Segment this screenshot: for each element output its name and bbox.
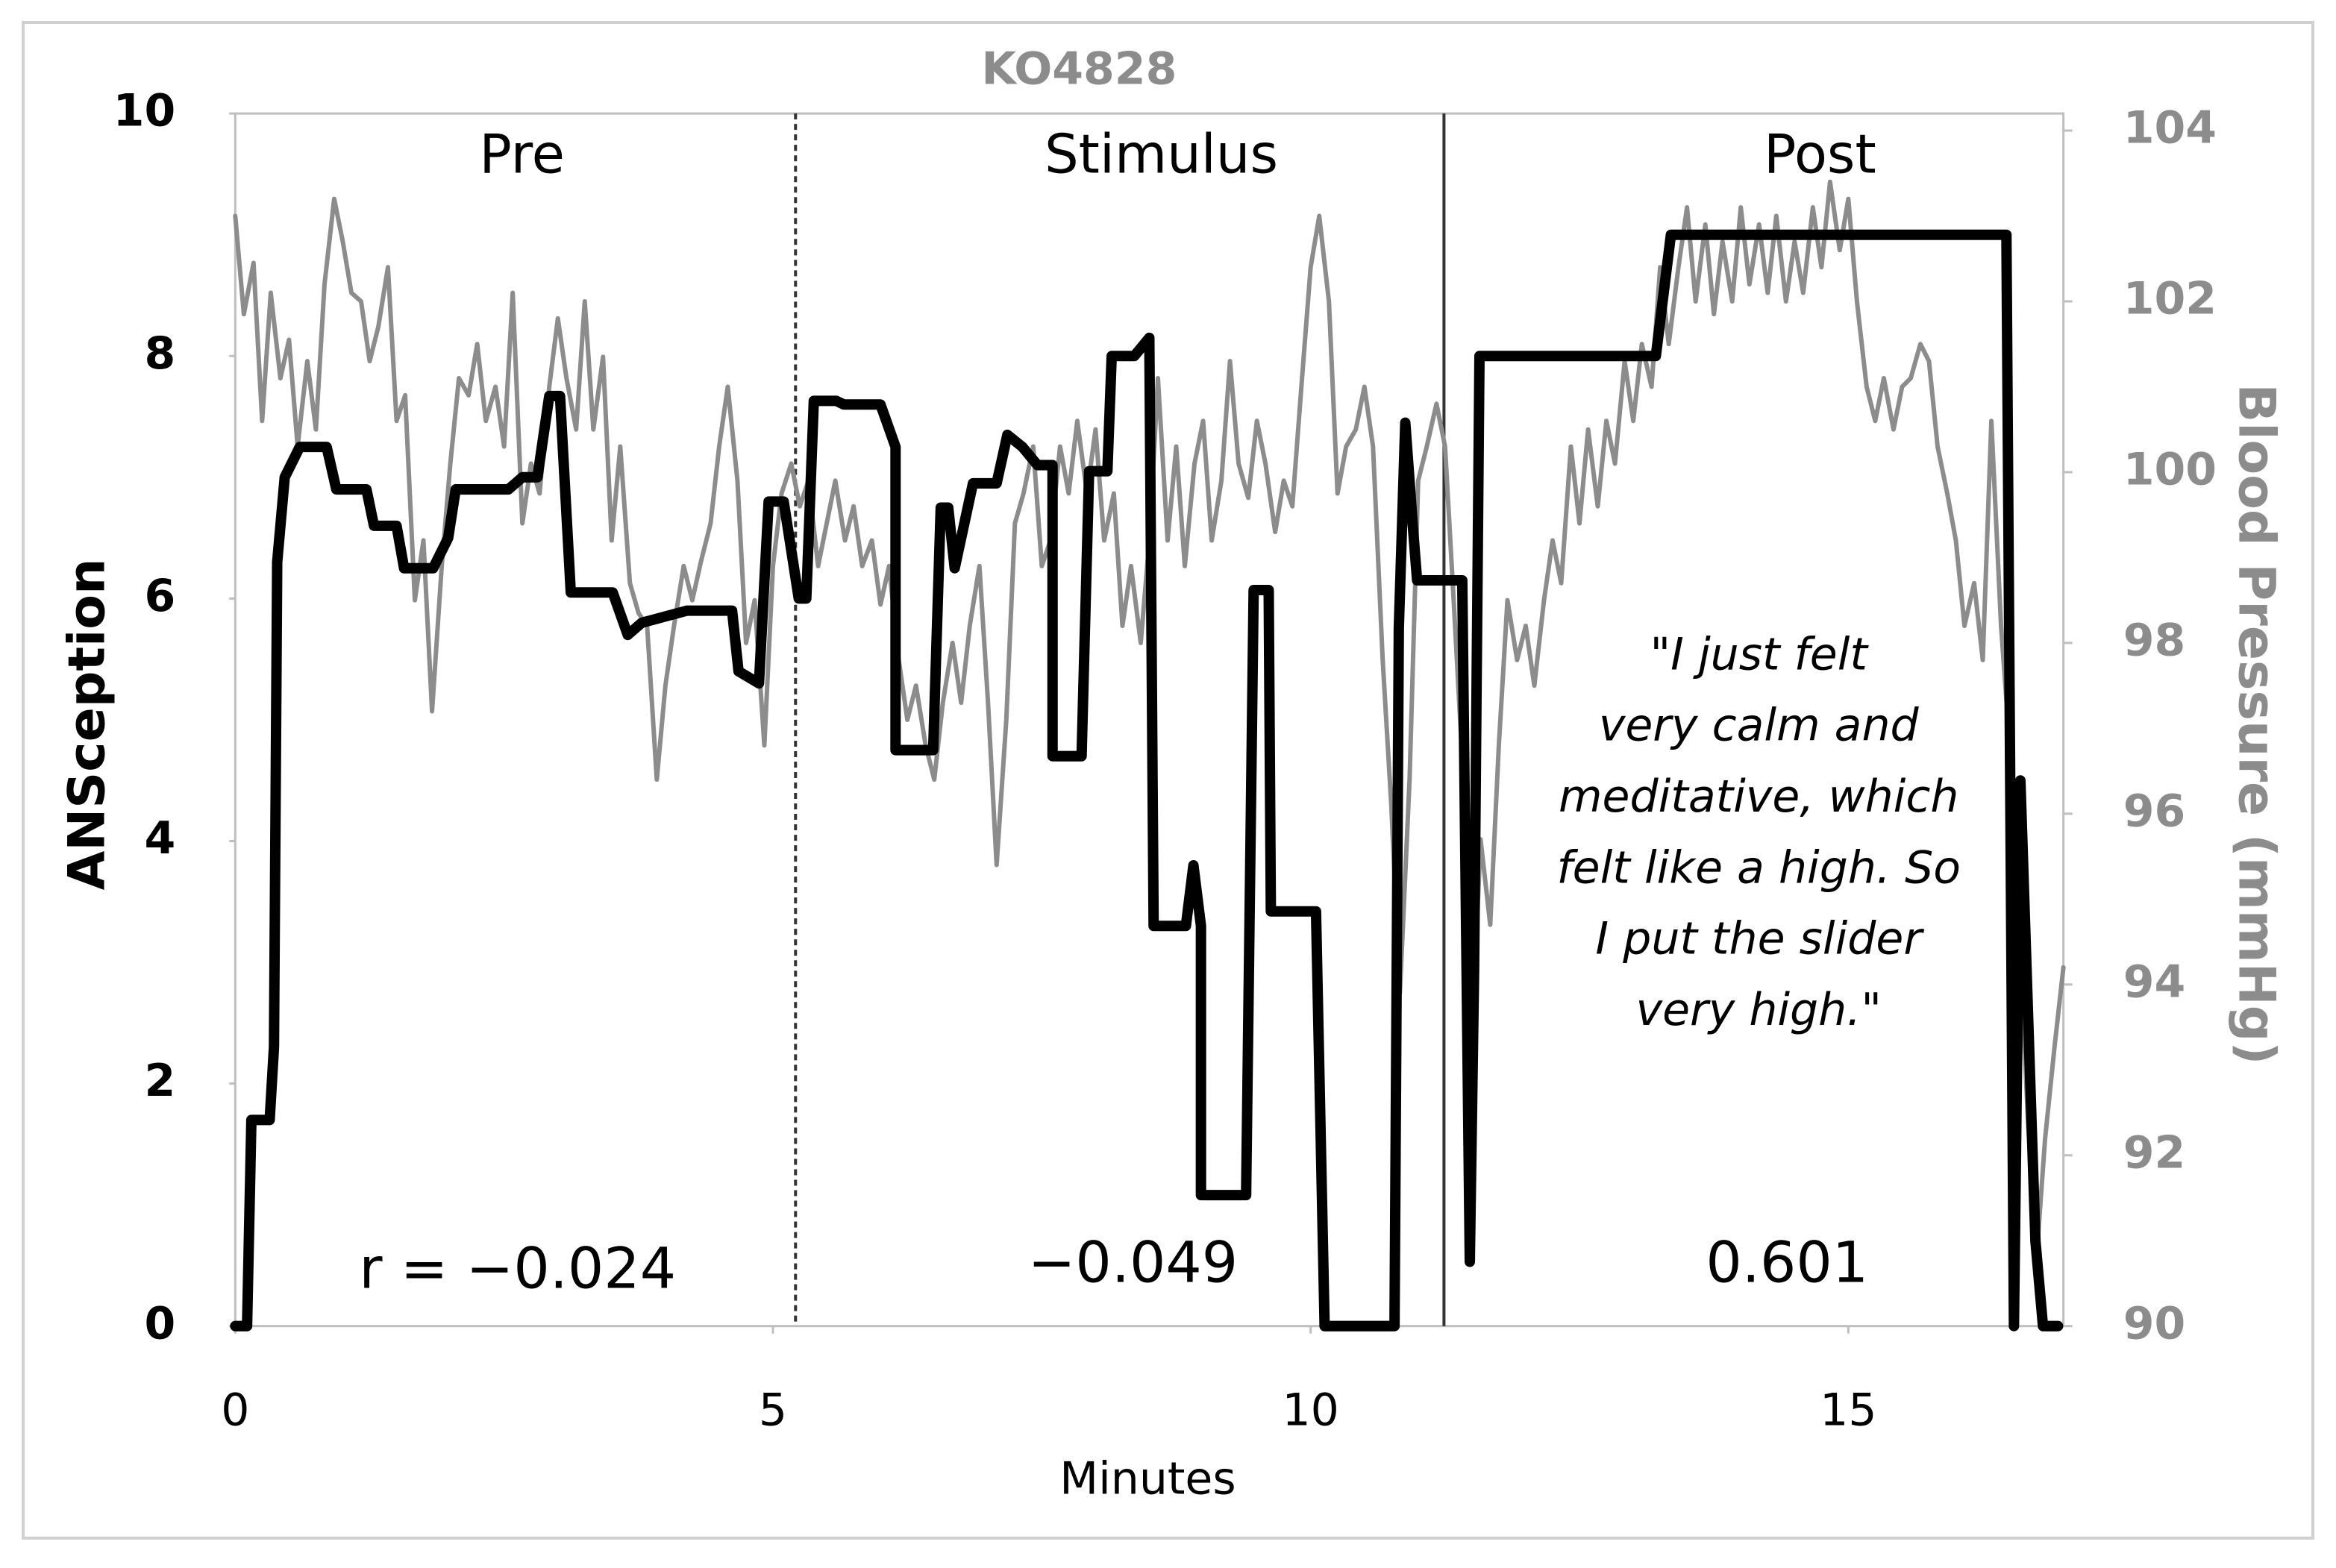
series-line xyxy=(230,229,2064,1332)
y-tick-label: 0 xyxy=(144,1297,175,1349)
y-axis-label: ANSception xyxy=(58,558,117,890)
y-tick-label: 10 xyxy=(113,85,176,137)
y-tick-label: 2 xyxy=(144,1055,175,1107)
y-tick-label: 6 xyxy=(144,570,175,622)
plot-area xyxy=(234,112,2065,1328)
correlation-label: r = −0.024 xyxy=(359,1235,676,1302)
y2-tick-label: 98 xyxy=(2123,614,2186,666)
x-tick-label: 5 xyxy=(759,1384,787,1436)
y2-tick-label: 100 xyxy=(2123,444,2217,496)
phase-label: Stimulus xyxy=(1045,123,1278,186)
x-tick-label: 0 xyxy=(221,1384,249,1436)
y2-tick-label: 96 xyxy=(2123,785,2186,837)
quote-line: felt like a high. So xyxy=(1557,841,1961,894)
phase-label: Post xyxy=(1764,123,1876,186)
y2-tick-label: 92 xyxy=(2123,1126,2186,1179)
quote-line: very high." xyxy=(1636,984,1882,1036)
quote-line: "I just felt xyxy=(1650,628,1870,680)
correlation-label: −0.049 xyxy=(1028,1229,1238,1296)
correlation-label: 0.601 xyxy=(1706,1229,1868,1296)
y2-tick-label: 90 xyxy=(2123,1297,2186,1349)
y2-tick-label: 94 xyxy=(2123,956,2186,1008)
y2-axis-label: Blood Pressure (mmHg) xyxy=(2226,383,2285,1064)
chart-title: KO4828 xyxy=(981,43,1177,95)
x-tick-label: 15 xyxy=(1820,1384,1876,1436)
y2-tick-label: 104 xyxy=(2123,102,2217,154)
chart-frame xyxy=(22,21,2314,1540)
quote-line: I put the slider xyxy=(1595,913,1924,965)
y2-tick-label: 102 xyxy=(2123,273,2217,325)
x-tick-label: 10 xyxy=(1282,1384,1338,1436)
x-axis-label: Minutes xyxy=(1059,1452,1236,1505)
phase-label: Pre xyxy=(479,123,565,186)
y-tick-label: 4 xyxy=(144,812,175,865)
quote-line: very calm and xyxy=(1599,700,1920,752)
y-tick-label: 8 xyxy=(144,327,175,380)
quote-line: meditative, which xyxy=(1559,771,1958,823)
